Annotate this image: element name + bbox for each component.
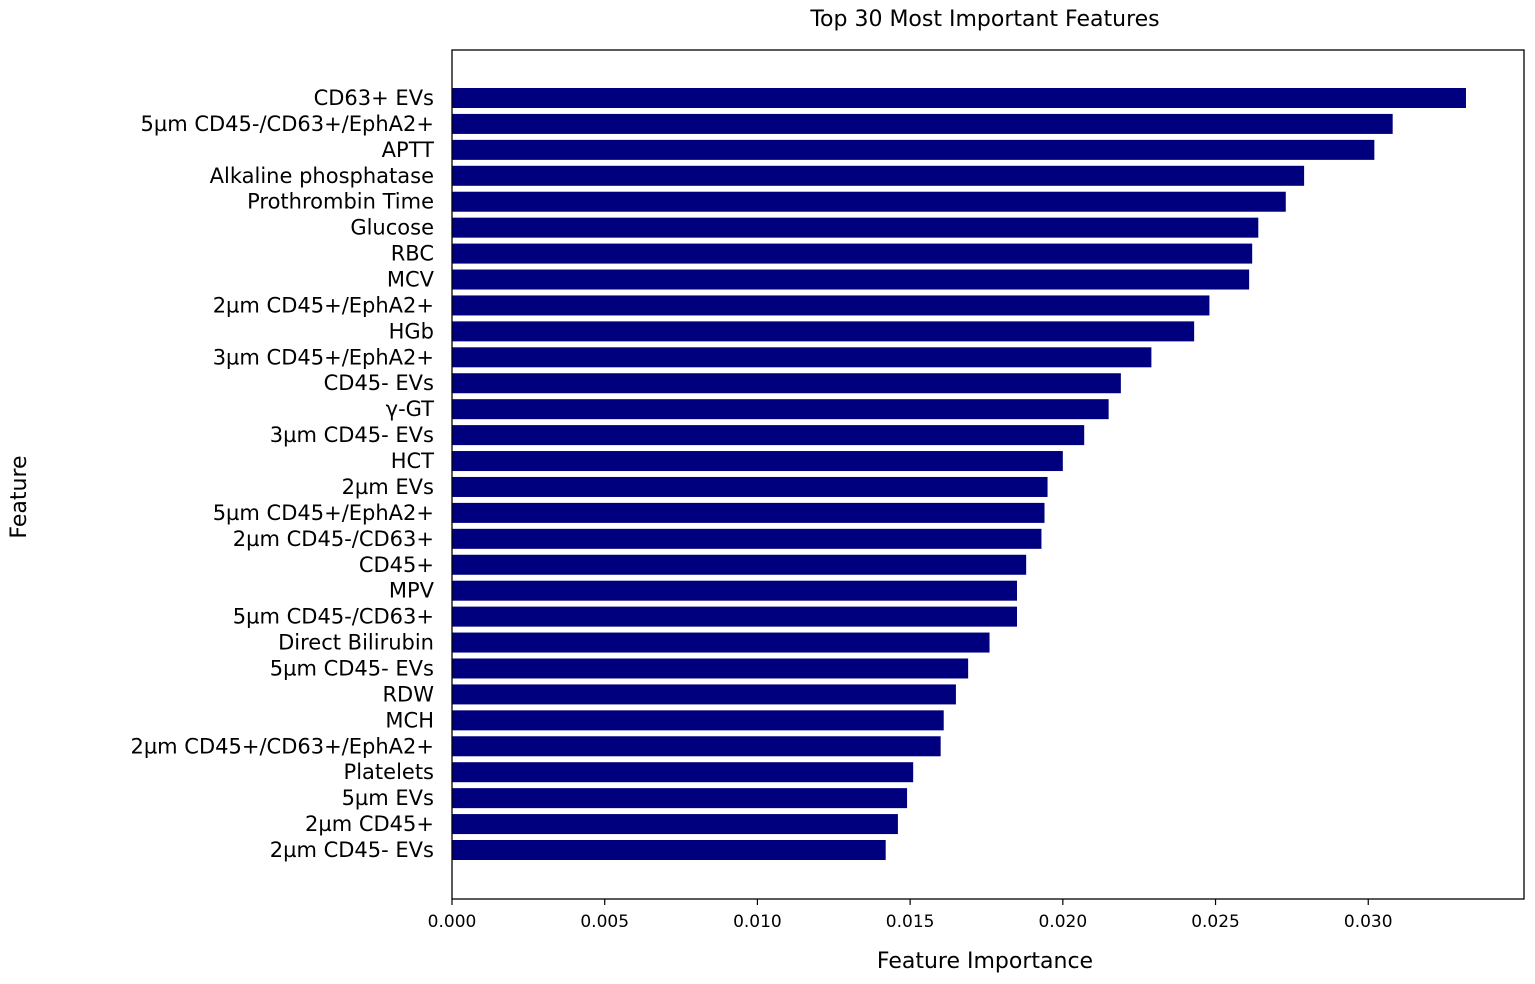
bar bbox=[452, 814, 898, 835]
x-tick-label: 0.010 bbox=[733, 912, 782, 932]
bar bbox=[452, 762, 914, 783]
category-label: RBC bbox=[391, 242, 434, 266]
category-label: Direct Bilirubin bbox=[278, 631, 434, 655]
category-label: 5µm EVs bbox=[342, 786, 434, 810]
category-label: APTT bbox=[382, 138, 434, 162]
category-label: 3µm CD45+/EphA2+ bbox=[213, 345, 434, 369]
bar bbox=[452, 476, 1048, 497]
bar bbox=[452, 88, 1466, 108]
bar bbox=[452, 684, 956, 705]
bar bbox=[452, 139, 1375, 160]
category-label: MPV bbox=[389, 579, 435, 603]
category-label: 2µm CD45-/CD63+ bbox=[233, 527, 434, 551]
bar bbox=[452, 217, 1259, 238]
y-axis-label: Feature bbox=[7, 455, 32, 538]
bar bbox=[452, 191, 1286, 212]
category-label: 5µm CD45+/EphA2+ bbox=[213, 501, 434, 525]
bar bbox=[452, 425, 1085, 446]
category-label: Glucose bbox=[350, 216, 434, 240]
bar bbox=[452, 269, 1250, 290]
x-ticks-group: 0.000 0.005 0.010 0.015 0.020 0.025 0.030 bbox=[428, 899, 1393, 932]
bar bbox=[452, 165, 1305, 186]
bar bbox=[452, 658, 969, 679]
bar bbox=[452, 580, 1018, 601]
bar bbox=[452, 632, 990, 653]
category-label: CD45- EVs bbox=[324, 371, 434, 395]
category-label: CD63+ EVs bbox=[314, 86, 434, 110]
bar bbox=[452, 788, 908, 809]
x-tick-label: 0.025 bbox=[1191, 912, 1240, 932]
bar bbox=[452, 399, 1109, 420]
bar bbox=[452, 840, 886, 860]
bar bbox=[452, 710, 944, 731]
x-tick-label: 0.000 bbox=[428, 912, 477, 932]
category-label: Alkaline phosphatase bbox=[210, 164, 434, 188]
plot-frame bbox=[451, 49, 1525, 900]
category-label: 2µm EVs bbox=[342, 475, 434, 499]
bar bbox=[452, 243, 1253, 264]
x-tick-label: 0.005 bbox=[580, 912, 629, 932]
category-label: RDW bbox=[382, 682, 434, 706]
category-label: Platelets bbox=[344, 760, 434, 784]
bar bbox=[452, 606, 1018, 627]
x-tick-label: 0.020 bbox=[1038, 912, 1087, 932]
bar bbox=[452, 736, 941, 757]
bar bbox=[452, 451, 1063, 472]
bar bbox=[452, 321, 1195, 342]
category-label: 5µm CD45-/CD63+ bbox=[233, 605, 434, 629]
x-axis-label: Feature Importance bbox=[877, 949, 1093, 974]
bars-group bbox=[452, 88, 1466, 860]
chart-title: Top 30 Most Important Features bbox=[809, 7, 1159, 32]
bar bbox=[452, 113, 1393, 134]
bar bbox=[452, 347, 1152, 368]
x-tick-label: 0.015 bbox=[886, 912, 935, 932]
bar bbox=[452, 373, 1121, 394]
category-label: 3µm CD45- EVs bbox=[270, 423, 434, 447]
bar bbox=[452, 528, 1042, 549]
category-label: γ-GT bbox=[386, 397, 435, 421]
category-label: HGb bbox=[389, 319, 434, 343]
category-label: HCT bbox=[391, 449, 434, 473]
bar bbox=[452, 554, 1027, 575]
category-label: 2µm CD45+ bbox=[305, 812, 434, 836]
category-label: Prothrombin Time bbox=[247, 190, 434, 214]
category-label: 5µm CD45-/CD63+/EphA2+ bbox=[140, 112, 434, 136]
category-label: 2µm CD45+/CD63+/EphA2+ bbox=[130, 734, 434, 758]
category-label: 5µm CD45- EVs bbox=[270, 656, 434, 680]
category-label: CD45+ bbox=[359, 553, 434, 577]
x-tick-label: 0.030 bbox=[1344, 912, 1393, 932]
category-label: MCH bbox=[385, 708, 434, 732]
category-label: 2µm CD45+/EphA2+ bbox=[213, 293, 434, 317]
bar bbox=[452, 502, 1045, 523]
category-label: MCV bbox=[387, 268, 435, 292]
bar bbox=[452, 295, 1210, 316]
category-label: 2µm CD45- EVs bbox=[270, 838, 434, 862]
